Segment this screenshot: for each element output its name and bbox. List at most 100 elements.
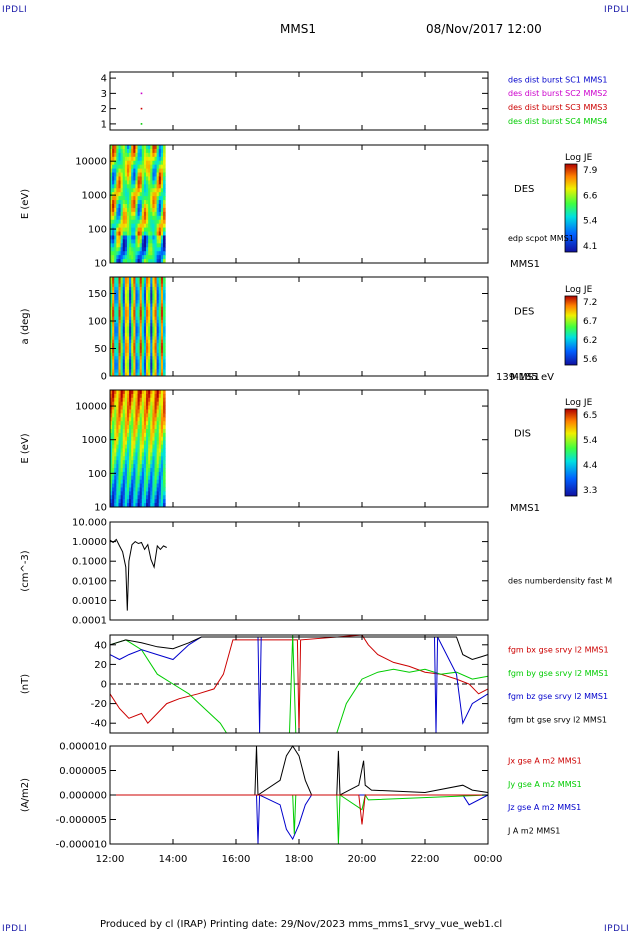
heatmap-cell (152, 495, 156, 500)
heatmap-cell (122, 184, 126, 189)
heatmap-cell (139, 215, 143, 221)
heatmap-cell (146, 479, 149, 485)
heatmap-cell (129, 333, 132, 337)
heatmap-cell (143, 152, 147, 158)
heatmap-cell (150, 168, 153, 174)
heatmap-cell (120, 356, 124, 360)
heatmap-cell (154, 152, 158, 158)
heatmap-cell (137, 300, 141, 304)
heatmap-cell (163, 316, 166, 321)
heatmap-cell (139, 296, 143, 301)
heatmap-cell (135, 300, 139, 304)
heatmap-cell (131, 168, 134, 174)
heatmap-cell (158, 313, 162, 318)
heatmap-cell (148, 444, 151, 449)
heatmap-cell (112, 471, 115, 477)
heatmap-cell (133, 243, 136, 248)
heatmap-cell (129, 359, 132, 364)
heatmap-cell (112, 440, 115, 446)
heatmap-cell (124, 207, 128, 213)
heatmap-cell (141, 349, 145, 354)
heatmap-cell (114, 483, 117, 488)
heatmap-cell (112, 326, 115, 331)
heatmap-cell (141, 352, 145, 357)
heatmap-cell (116, 429, 119, 434)
heatmap-cell (114, 259, 117, 264)
heatmap-cell (156, 468, 160, 473)
heatmap-cell (133, 464, 136, 469)
heatmap-cell (150, 184, 153, 189)
heatmap-cell (116, 349, 119, 354)
heatmap-cell (150, 456, 153, 461)
heatmap-cell (112, 359, 115, 364)
heatmap-cell (118, 487, 122, 492)
heatmap-cell (133, 425, 136, 430)
heatmap-cell (152, 283, 156, 288)
heatmap-cell (152, 145, 156, 150)
heatmap-cell (163, 362, 166, 367)
heatmap-cell (158, 231, 162, 236)
heatmap-cell (124, 464, 128, 469)
heatmap-cell (110, 152, 113, 158)
heatmap-cell (135, 277, 139, 281)
heatmap-cell (110, 306, 113, 311)
heatmap-cell (146, 227, 149, 233)
heatmap-cell (146, 440, 149, 446)
heatmap-cell (152, 293, 156, 298)
heatmap-cell (154, 413, 158, 418)
heatmap-cell (120, 369, 124, 374)
heatmap-cell (135, 333, 139, 337)
heatmap-cell (141, 286, 145, 291)
heatmap-cell (158, 310, 162, 314)
heatmap-cell (139, 336, 143, 341)
heatmap-cell (141, 200, 145, 205)
heatmap-cell (148, 356, 151, 360)
heatmap-cell (124, 293, 128, 298)
y-tick-label: 0 (101, 680, 107, 691)
heatmap-cell (124, 409, 128, 414)
heatmap-cell (146, 280, 149, 285)
heatmap-cell (156, 452, 160, 457)
heatmap-cell (116, 176, 119, 181)
heatmap-cell (152, 401, 156, 407)
x-tick-label: 20:00 (348, 854, 377, 865)
heatmap-cell (135, 401, 139, 407)
heatmap-cell (124, 444, 128, 449)
heatmap-cell (139, 448, 143, 453)
heatmap-cell (139, 219, 143, 225)
heatmap-cell (122, 444, 126, 449)
heatmap-cell (122, 487, 126, 492)
heatmap-cell (110, 359, 113, 364)
heatmap-cell (133, 352, 136, 357)
heatmap-cell (116, 219, 119, 225)
heatmap-cell (131, 223, 134, 229)
heatmap-cell (143, 255, 147, 260)
heatmap-cell (139, 349, 143, 354)
heatmap-cell (114, 207, 117, 213)
heatmap-cell (160, 168, 164, 174)
heatmap-cell (139, 290, 143, 294)
y-tick-label: 0.0010 (72, 596, 107, 607)
panel-frame (109, 71, 489, 131)
heatmap-cell (118, 417, 122, 422)
heatmap-cell (137, 405, 141, 410)
heatmap-cell (118, 444, 122, 449)
heatmap-cell (131, 319, 134, 324)
heatmap-cell (122, 346, 126, 351)
heatmap-cell (146, 352, 149, 357)
heatmap-cell (131, 336, 134, 341)
heatmap-cell (152, 346, 156, 351)
heatmap-cell (158, 432, 162, 438)
heatmap-cell (148, 145, 151, 150)
heatmap-cell (137, 310, 141, 314)
heatmap-cell (154, 503, 158, 508)
heatmap-cell (160, 429, 164, 434)
heatmap-cell (112, 397, 115, 403)
heatmap-cell (133, 283, 136, 288)
heatmap-cell (156, 227, 160, 233)
heatmap-cell (143, 148, 147, 154)
heatmap-cell (146, 160, 149, 166)
heatmap-cell (150, 215, 153, 221)
datetime-title: 08/Nov/2017 12:00 (426, 22, 542, 36)
heatmap-cell (158, 329, 162, 334)
